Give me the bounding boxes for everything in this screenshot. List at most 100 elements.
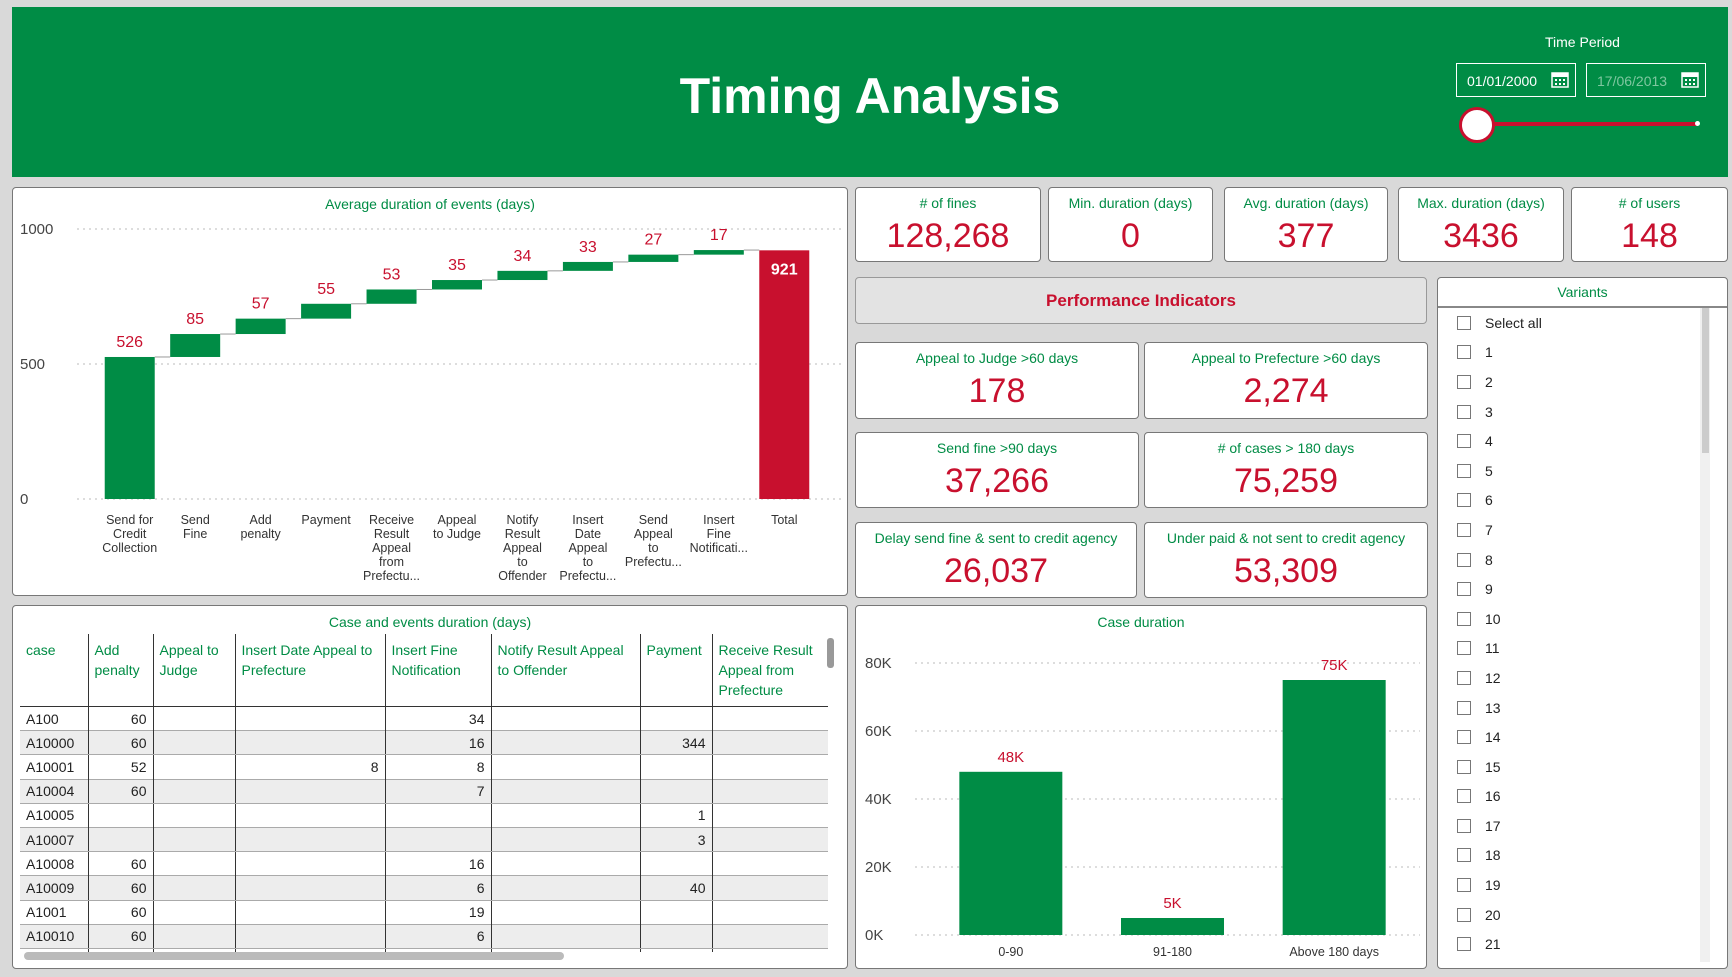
checkbox[interactable] xyxy=(1457,315,1471,330)
variants-title: Variants xyxy=(1438,284,1727,308)
duration-cell: 8 xyxy=(235,754,386,780)
variant-item[interactable]: 6 xyxy=(1447,486,1697,516)
checkbox[interactable] xyxy=(1457,611,1471,626)
duration-cell xyxy=(491,730,641,756)
duration-cell: 344 xyxy=(640,730,713,756)
variant-item[interactable]: 15 xyxy=(1447,752,1697,782)
table-row[interactable]: A10000 60 16 344 xyxy=(20,730,828,756)
variant-select-all[interactable]: Select all xyxy=(1447,308,1697,338)
column-header[interactable]: Receive Result Appeal from Prefecture xyxy=(712,634,828,707)
checkbox[interactable] xyxy=(1457,641,1471,656)
variant-item[interactable]: 9 xyxy=(1447,574,1697,604)
time-period-slider-handle[interactable] xyxy=(1459,107,1495,143)
checkbox[interactable] xyxy=(1457,463,1471,478)
variant-item[interactable]: 19 xyxy=(1447,870,1697,900)
checkbox[interactable] xyxy=(1457,345,1471,360)
variant-item[interactable]: 18 xyxy=(1447,841,1697,871)
checkbox[interactable] xyxy=(1457,522,1471,537)
column-header[interactable]: Add penalty xyxy=(88,634,154,707)
variant-item[interactable]: 2 xyxy=(1447,367,1697,397)
start-date-field[interactable]: 01/01/2000 xyxy=(1456,63,1576,97)
checkbox[interactable] xyxy=(1457,404,1471,419)
variant-item[interactable]: 3 xyxy=(1447,397,1697,427)
column-header[interactable]: Insert Date Appeal to Prefecture xyxy=(235,634,386,707)
table-row[interactable]: A1001 60 19 xyxy=(20,900,828,925)
variant-item[interactable]: 5 xyxy=(1447,456,1697,486)
column-header[interactable]: case xyxy=(20,634,89,707)
checkbox[interactable] xyxy=(1457,818,1471,833)
checkbox[interactable] xyxy=(1457,552,1471,567)
variant-item[interactable]: 7 xyxy=(1447,515,1697,545)
table-row[interactable]: A10007 3 xyxy=(20,826,828,853)
duration-cell: 7 xyxy=(385,778,492,804)
table-vertical-scrollbar[interactable] xyxy=(827,638,834,668)
duration-cell xyxy=(712,754,828,780)
variant-item[interactable]: 1 xyxy=(1447,338,1697,368)
time-period-slider-track[interactable] xyxy=(1475,122,1698,126)
checkbox[interactable] xyxy=(1457,907,1471,922)
kpi-label: # of users xyxy=(1618,195,1681,211)
checkbox[interactable] xyxy=(1457,493,1471,508)
checkbox[interactable] xyxy=(1457,434,1471,449)
variants-scrollbar-thumb[interactable] xyxy=(1702,308,1709,453)
variant-item[interactable]: 4 xyxy=(1447,426,1697,456)
table-title: Case and events duration (days) xyxy=(328,614,532,630)
kpi-card-fines: # of fines 128,268 xyxy=(855,187,1041,262)
checkbox[interactable] xyxy=(1457,759,1471,774)
variant-item[interactable]: 12 xyxy=(1447,663,1697,693)
column-header[interactable]: Notify Result Appeal to Offender xyxy=(491,634,641,707)
table-row[interactable]: A100 60 34 xyxy=(20,706,828,731)
variant-item[interactable]: 17 xyxy=(1447,811,1697,841)
variant-label: 4 xyxy=(1485,433,1493,450)
checkbox[interactable] xyxy=(1457,374,1471,389)
calendar-icon[interactable] xyxy=(1681,70,1699,88)
variant-item[interactable]: 8 xyxy=(1447,545,1697,575)
table-horizontal-scrollbar[interactable] xyxy=(24,952,564,960)
variants-scrollbar-track[interactable] xyxy=(1700,308,1710,962)
duration-cell xyxy=(491,900,641,925)
duration-cell xyxy=(153,778,236,804)
variant-label: 1 xyxy=(1485,344,1493,361)
table-scroll-area[interactable]: case Add penalty Appeal to Judge Insert Dat… xyxy=(20,634,828,952)
checkbox[interactable] xyxy=(1457,937,1471,952)
duration-cell xyxy=(153,851,236,876)
variant-item[interactable]: 21 xyxy=(1447,929,1697,959)
duration-cell xyxy=(491,803,641,828)
variant-item[interactable]: 10 xyxy=(1447,604,1697,634)
checkbox[interactable] xyxy=(1457,700,1471,715)
variant-item[interactable]: 14 xyxy=(1447,722,1697,752)
table-row[interactable]: A10010 60 6 xyxy=(20,923,828,949)
table-row[interactable]: A10005 1 xyxy=(20,803,828,828)
checkbox[interactable] xyxy=(1457,789,1471,804)
waterfall-bar xyxy=(170,334,221,357)
variant-item[interactable]: 11 xyxy=(1447,634,1697,664)
checkbox[interactable] xyxy=(1457,670,1471,685)
waterfall-bar xyxy=(104,356,155,499)
variant-item[interactable]: 16 xyxy=(1447,782,1697,812)
duration-cell: 60 xyxy=(88,730,154,756)
calendar-icon[interactable] xyxy=(1551,70,1569,88)
duration-cell xyxy=(153,923,236,949)
variant-label: 21 xyxy=(1485,936,1501,953)
variant-item[interactable]: 13 xyxy=(1447,693,1697,723)
checkbox[interactable] xyxy=(1457,848,1471,863)
x-tick-label: Total xyxy=(771,513,797,527)
variant-item[interactable]: 20 xyxy=(1447,900,1697,930)
checkbox[interactable] xyxy=(1457,730,1471,745)
table-row[interactable]: A10009 60 6 40 xyxy=(20,875,828,901)
table-row[interactable]: A10004 60 7 xyxy=(20,778,828,804)
end-date-field[interactable]: 17/06/2013 xyxy=(1586,63,1706,97)
waterfall-bar xyxy=(628,254,679,262)
column-header[interactable]: Insert Fine Notification xyxy=(385,634,492,707)
table-row[interactable]: A1001160 13 xyxy=(20,948,828,952)
duration-cell xyxy=(491,778,641,804)
checkbox[interactable] xyxy=(1457,878,1471,893)
table-row[interactable]: A10001 52 8 8 xyxy=(20,754,828,780)
indicator-value: 75,259 xyxy=(1234,462,1338,500)
column-header[interactable]: Payment xyxy=(640,634,713,707)
checkbox[interactable] xyxy=(1457,582,1471,597)
table-row[interactable]: A10008 60 16 xyxy=(20,851,828,876)
duration-cell: 6 xyxy=(385,875,492,901)
column-header[interactable]: Appeal to Judge xyxy=(153,634,236,707)
x-tick-label: 0-90 xyxy=(998,945,1023,959)
